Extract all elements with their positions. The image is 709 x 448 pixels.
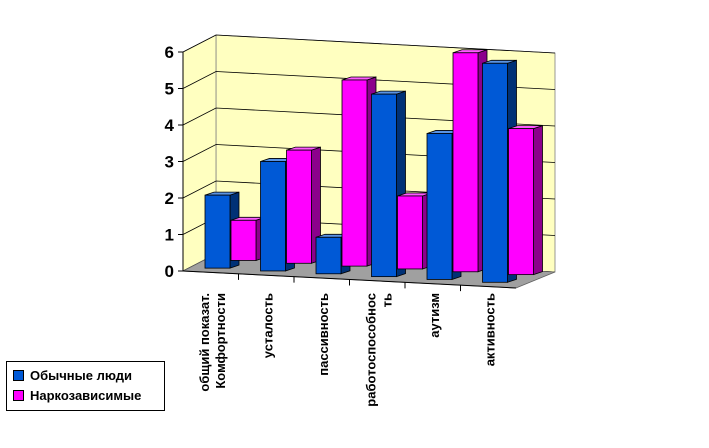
bar-front bbox=[260, 161, 286, 272]
x-tick-label: пассивность bbox=[316, 293, 331, 376]
x-tick-label: ть bbox=[379, 293, 394, 307]
bar-front bbox=[482, 62, 508, 283]
bar-2-6 bbox=[508, 125, 543, 276]
y-tick-label: 6 bbox=[165, 43, 174, 62]
bar-2-5 bbox=[452, 49, 488, 273]
legend-label-series-2: Наркозависимые bbox=[30, 388, 142, 403]
bar-front bbox=[204, 194, 231, 269]
bar-front bbox=[341, 79, 368, 267]
bar-front bbox=[397, 195, 423, 270]
x-tick-label: усталость bbox=[260, 293, 275, 358]
bar-front bbox=[286, 149, 312, 264]
legend-item-series-2: Наркозависимые bbox=[13, 388, 141, 404]
legend-label-series-1: Обычные люди bbox=[30, 368, 133, 383]
x-tick-label: работоспособнос bbox=[363, 293, 378, 407]
x-tick-label: Комфортности bbox=[213, 293, 228, 389]
bar-front bbox=[371, 93, 397, 278]
gridline bbox=[182, 71, 556, 90]
y-tick-label: 0 bbox=[165, 262, 174, 281]
y-tick-label: 1 bbox=[165, 226, 174, 245]
legend-swatch-series-1 bbox=[13, 370, 24, 382]
gridline bbox=[182, 107, 556, 127]
bar-front bbox=[426, 133, 453, 280]
gridline bbox=[182, 34, 556, 54]
y-tick-label: 5 bbox=[165, 80, 174, 99]
x-tick-label: общий показат. bbox=[197, 293, 212, 392]
legend-item-series-1: Обычные люди bbox=[13, 368, 132, 384]
bar-front bbox=[315, 236, 342, 275]
y-tick-label: 2 bbox=[165, 189, 174, 208]
x-tick-label: активность bbox=[482, 293, 497, 366]
y-tick-label: 4 bbox=[165, 116, 175, 135]
bar-2-3 bbox=[341, 76, 377, 267]
bar-2-2 bbox=[286, 146, 321, 264]
bar-front bbox=[230, 219, 257, 261]
x-tick-label: аутизм bbox=[427, 293, 442, 338]
bar-2-4 bbox=[397, 192, 432, 270]
legend-swatch-series-2 bbox=[13, 390, 24, 402]
y-tick-label: 3 bbox=[165, 153, 174, 172]
bar-side bbox=[533, 125, 543, 276]
bar-front bbox=[508, 128, 534, 276]
bar-2-1 bbox=[230, 216, 266, 262]
legend: Обычные люди Наркозависимые bbox=[6, 361, 165, 411]
bar-front bbox=[452, 52, 479, 273]
